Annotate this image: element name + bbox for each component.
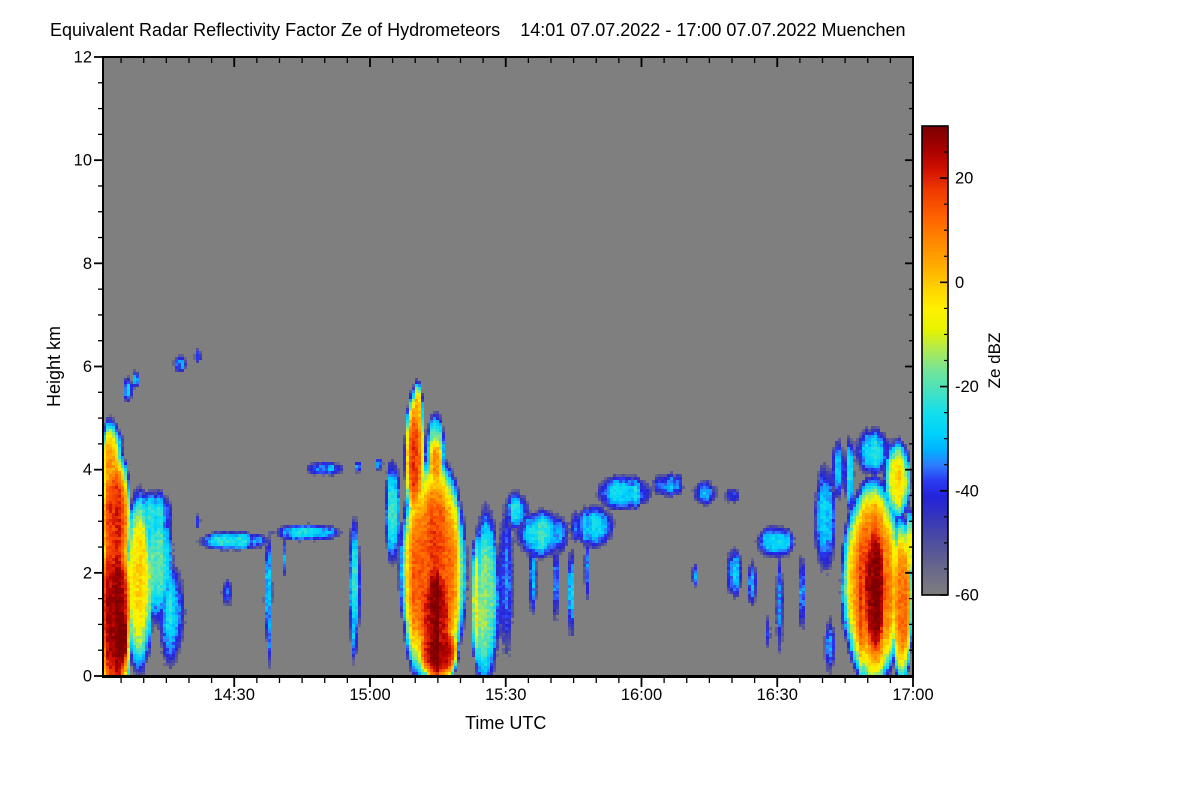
x-tick-label: 15:00 (349, 686, 390, 704)
x-tick-label: 14:30 (214, 686, 255, 704)
colorbar-tick-label: 20 (955, 170, 973, 188)
radar-reflectivity-heatmap (103, 57, 913, 676)
title-period: 14:01 07.07.2022 - 17:00 07.07.2022 Muen… (520, 20, 906, 40)
colorbar-title: Ze dBZ (985, 333, 1004, 389)
y-axis-title: Height km (44, 326, 64, 407)
y-tick-label: 10 (74, 152, 92, 170)
colorbar-tick-label: -40 (955, 482, 979, 500)
figure-title: Equivalent Radar Reflectivity Factor Ze … (50, 20, 906, 41)
colorbar-tick-label: 0 (955, 274, 964, 292)
colorbar-tick-label: -20 (955, 378, 979, 396)
colorbar-tick-label: -60 (955, 587, 979, 605)
y-tick-label: 6 (83, 358, 92, 376)
x-tick-label: 16:30 (757, 686, 798, 704)
title-text: Equivalent Radar Reflectivity Factor Ze … (50, 20, 501, 40)
y-tick-label: 8 (83, 255, 92, 273)
y-tick-label: 12 (74, 49, 92, 67)
x-tick-label: 17:00 (892, 686, 933, 704)
x-axis-title: Time UTC (465, 713, 546, 733)
colorbar-gradient (922, 126, 948, 595)
y-tick-label: 0 (83, 668, 92, 686)
y-tick-label: 4 (83, 461, 92, 479)
x-tick-label: 16:00 (621, 686, 662, 704)
x-tick-label: 15:30 (485, 686, 526, 704)
y-tick-label: 2 (83, 564, 92, 582)
